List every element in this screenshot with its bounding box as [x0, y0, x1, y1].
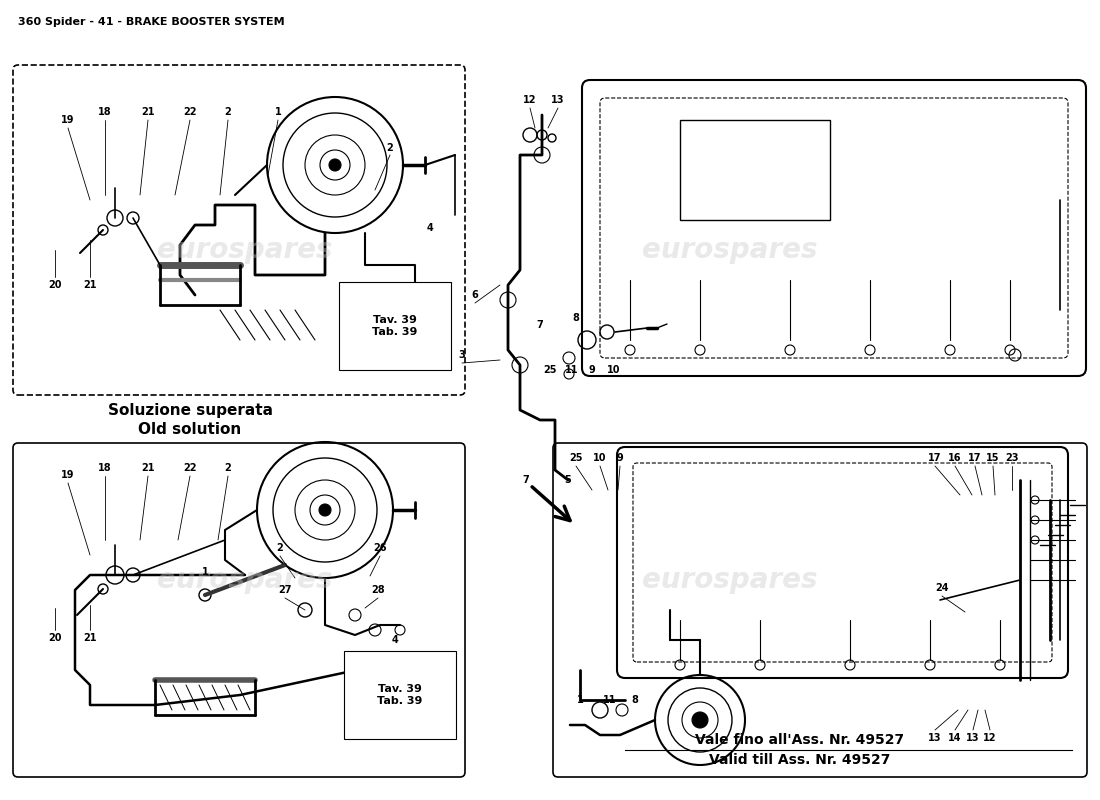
- Text: 22: 22: [184, 107, 197, 117]
- Text: 2: 2: [224, 107, 231, 117]
- Text: 12: 12: [983, 733, 997, 743]
- Text: 18: 18: [98, 463, 112, 473]
- Text: Tav. 39
Tab. 39: Tav. 39 Tab. 39: [377, 684, 422, 706]
- Text: 21: 21: [141, 107, 155, 117]
- Text: 21: 21: [84, 633, 97, 643]
- Text: 17: 17: [928, 453, 942, 463]
- Text: 5: 5: [564, 475, 571, 485]
- Text: 20: 20: [48, 633, 62, 643]
- Text: Vale fino all'Ass. Nr. 49527: Vale fino all'Ass. Nr. 49527: [695, 733, 904, 747]
- Text: eurospares: eurospares: [642, 236, 817, 264]
- Text: 360 Spider - 41 - BRAKE BOOSTER SYSTEM: 360 Spider - 41 - BRAKE BOOSTER SYSTEM: [18, 17, 285, 27]
- Text: 20: 20: [48, 280, 62, 290]
- Text: 2: 2: [224, 463, 231, 473]
- Text: 25: 25: [543, 365, 557, 375]
- Text: 23: 23: [1005, 453, 1019, 463]
- Text: 14: 14: [948, 733, 961, 743]
- Text: Soluzione superata: Soluzione superata: [108, 402, 273, 418]
- Text: 11: 11: [565, 365, 579, 375]
- Text: 17: 17: [968, 453, 981, 463]
- Text: 10: 10: [607, 365, 620, 375]
- Text: 15: 15: [987, 453, 1000, 463]
- Text: 27: 27: [278, 585, 292, 595]
- Text: 8: 8: [573, 313, 580, 323]
- Text: eurospares: eurospares: [157, 236, 332, 264]
- Text: 19: 19: [62, 115, 75, 125]
- Text: 28: 28: [371, 585, 385, 595]
- Text: 12: 12: [524, 95, 537, 105]
- Text: eurospares: eurospares: [642, 566, 817, 594]
- Text: Valid till Ass. Nr. 49527: Valid till Ass. Nr. 49527: [710, 753, 891, 767]
- Text: 26: 26: [373, 543, 387, 553]
- Text: 1: 1: [576, 695, 583, 705]
- Text: 25: 25: [570, 453, 583, 463]
- Text: 3: 3: [459, 350, 465, 360]
- Text: 4: 4: [392, 635, 398, 645]
- Text: 2: 2: [276, 543, 284, 553]
- Circle shape: [329, 159, 341, 171]
- Circle shape: [319, 504, 331, 516]
- Text: 13: 13: [966, 733, 980, 743]
- Text: Tav. 39
Tab. 39: Tav. 39 Tab. 39: [372, 315, 418, 337]
- Text: 21: 21: [84, 280, 97, 290]
- Text: 4: 4: [427, 223, 433, 233]
- Text: 21: 21: [141, 463, 155, 473]
- Text: Old solution: Old solution: [139, 422, 242, 438]
- Text: 13: 13: [928, 733, 942, 743]
- Text: 7: 7: [537, 320, 543, 330]
- Text: 16: 16: [948, 453, 961, 463]
- Bar: [680, 120, 830, 220]
- Text: 6: 6: [472, 290, 478, 300]
- Circle shape: [692, 712, 708, 728]
- Text: 7: 7: [522, 475, 529, 485]
- Text: 2: 2: [386, 143, 394, 153]
- Text: 13: 13: [551, 95, 564, 105]
- Text: 1: 1: [201, 567, 208, 577]
- Text: 24: 24: [935, 583, 948, 593]
- Text: 18: 18: [98, 107, 112, 117]
- Text: 11: 11: [603, 695, 617, 705]
- Text: 19: 19: [62, 470, 75, 480]
- Text: 10: 10: [593, 453, 607, 463]
- Text: 9: 9: [588, 365, 595, 375]
- Text: 9: 9: [617, 453, 624, 463]
- Text: eurospares: eurospares: [157, 566, 332, 594]
- Text: 1: 1: [275, 107, 282, 117]
- Text: 8: 8: [631, 695, 638, 705]
- Text: 22: 22: [184, 463, 197, 473]
